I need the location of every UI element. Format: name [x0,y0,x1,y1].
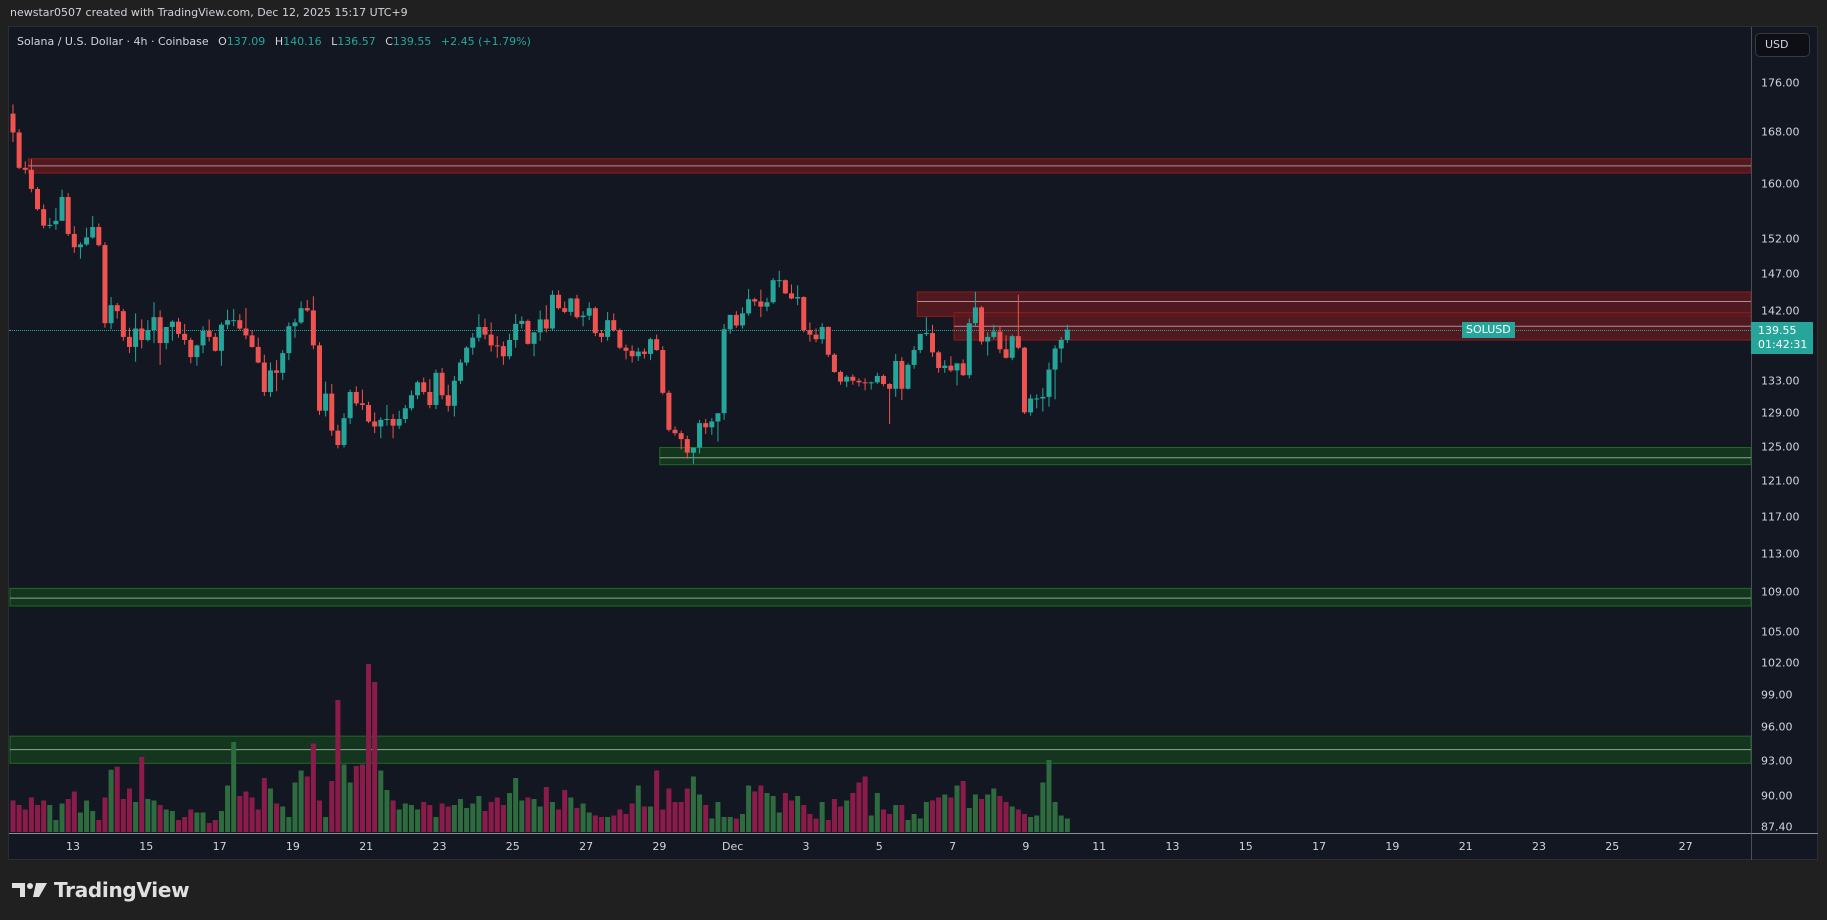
symbol-price-tag: SOLUSD [1462,321,1515,338]
close-value: 139.55 [392,35,432,48]
close-label: C [385,35,393,48]
time-tick: 17 [212,840,227,853]
time-tick: 13 [66,840,80,853]
currency-button[interactable]: USD [1755,33,1810,57]
time-tick: 11 [1092,840,1107,853]
price-tick: 99.00 [1761,688,1793,702]
time-tick: 9 [1022,840,1030,853]
low-label: L [331,35,338,48]
time-tick: 13 [1165,840,1180,853]
last-price-value: 139.55 [1758,323,1797,337]
price-tick: 93.00 [1761,754,1793,768]
time-tick: 27 [1678,840,1693,853]
price-tick: 133.00 [1761,374,1800,388]
axis-corner [1751,833,1818,860]
last-price-line [9,329,1751,331]
bar-countdown: 01:42:31 [1758,337,1808,351]
time-tick: 7 [949,840,957,853]
time-tick: 17 [1312,840,1327,853]
volume-histogram [10,664,1070,832]
logo-text: TradingView [54,878,190,902]
price-tick: 117.00 [1761,510,1800,524]
time-tick: 29 [652,840,667,853]
price-tick: 102.00 [1761,656,1800,670]
time-tick: 25 [505,840,520,853]
last-price-label: 139.55 01:42:31 [1751,321,1813,354]
time-tick: 25 [1605,840,1620,853]
time-tick: 21 [359,840,374,853]
symbol-legend[interactable]: Solana / U.S. Dollar · 4h · Coinbase O13… [17,35,531,48]
time-tick: 3 [802,840,810,853]
chart-frame: SOLUSD Solana / U.S. Dollar · 4h · Coinb… [8,26,1818,860]
time-axis[interactable]: 13 15 17 19 21 23 25 27 29 Dec 3 5 7 9 11 13 15 17 19 21 23 2… [9,833,1751,860]
zones-layer [9,158,1751,764]
price-tick: 90.00 [1761,789,1793,803]
time-tick: 27 [579,840,594,853]
low-value: 136.57 [337,35,376,48]
high-label: H [274,35,284,48]
time-tick: 15 [139,840,154,853]
time-tick: 19 [285,840,300,853]
price-tick: 176.00 [1761,76,1800,90]
price-pane[interactable]: SOLUSD Solana / U.S. Dollar · 4h · Coinb… [9,27,1751,833]
high-value: 140.16 [283,35,322,48]
price-tick: 113.00 [1761,547,1800,561]
time-tick: Dec [722,840,744,853]
open-value: 137.09 [226,35,266,48]
change-value: +2.45 (+1.79%) [440,35,531,48]
time-tick: 15 [1238,840,1253,853]
time-tick: 5 [875,840,883,853]
price-tick: 129.00 [1761,406,1800,420]
price-tick: 168.00 [1761,125,1800,139]
candlestick-series [10,104,1070,464]
open-label: O [218,35,227,48]
price-tick: 142.00 [1761,304,1800,318]
tradingview-logo-icon [12,883,47,897]
time-tick: 21 [1458,840,1473,853]
price-tick: 147.00 [1761,267,1800,281]
price-tick: 125.00 [1761,440,1800,454]
price-tick: 105.00 [1761,625,1800,639]
price-tick: 160.00 [1761,177,1800,191]
price-tick: 96.00 [1761,720,1793,734]
price-axis[interactable]: USD 176.00 168.00 160.00 152.00 147.00 142.00… [1751,27,1818,834]
time-tick: 23 [432,840,447,853]
time-tick: 23 [1532,840,1546,853]
price-tick: 152.00 [1761,232,1800,246]
price-tick: 87.40 [1761,820,1793,834]
price-tick: 121.00 [1761,474,1800,488]
chart-credit: newstar0507 created with TradingView.com… [10,6,408,19]
time-tick: 19 [1385,840,1400,853]
symbol-description[interactable]: Solana / U.S. Dollar · 4h · Coinbase [17,35,209,48]
tradingview-logo: TradingView [12,878,190,902]
price-tick: 109.00 [1761,585,1800,599]
